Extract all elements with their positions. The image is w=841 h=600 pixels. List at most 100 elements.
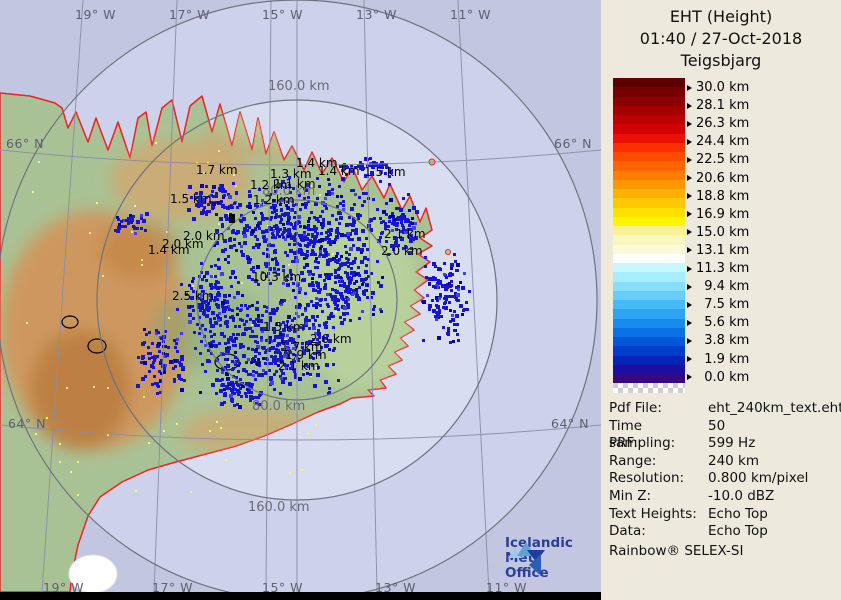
scale-label-row: 3.8 km (687, 333, 749, 348)
colorbar-band (613, 133, 685, 143)
colorbar-band (613, 263, 685, 273)
scale-label-row: 20.6 km (687, 171, 749, 186)
colorbar-band (613, 96, 685, 106)
colorbar-band (613, 346, 685, 356)
graticule-label: 11° W (450, 7, 491, 22)
colorbar-band (613, 290, 685, 300)
metadata-row: Pdf File: eht_240km_text.eht (609, 400, 841, 418)
scale-label-row: 30.0 km (687, 80, 749, 95)
software-brand: Rainbow® SELEX-SI (609, 543, 744, 559)
colorbar-band (613, 327, 685, 337)
scale-label-text: 9.4 km (696, 279, 750, 295)
graticule-label: 13° W (356, 7, 397, 22)
echo-height-label: 1.2 km (253, 193, 295, 207)
colorbar-band (613, 124, 685, 134)
scale-tick-arrow-icon (687, 84, 692, 91)
metadata-row: Min Z: -10.0 dBZ (609, 488, 839, 506)
graticule-label: 19° W (75, 7, 116, 22)
radar-map: 19° W 17° W 15° W 13° W 11° W 19° W 17° W 15° W… (0, 0, 601, 600)
scale-tick-arrow-icon (687, 283, 692, 290)
scale-tick-arrow-icon (687, 175, 692, 181)
scale-tick-arrow-icon (687, 156, 692, 163)
scale-label-text: 22.5 km (696, 152, 750, 168)
colorbar-band (613, 244, 685, 254)
scale-tick-arrow-icon (687, 120, 692, 127)
product-name: EHT (Height) (669, 7, 773, 26)
colorbar-band (613, 207, 685, 217)
scale-label-text: 7.5 km (696, 297, 750, 313)
echo-height-label: 1.5 km (364, 165, 406, 179)
scale-tick-arrow-icon (687, 102, 692, 109)
scale-tick-arrow-icon (687, 319, 692, 326)
scale-tick-arrow-icon (687, 193, 692, 200)
metadata-label: PRF: (609, 435, 638, 452)
echo-height-label: 1.7 km (281, 340, 323, 354)
scale-label-row: 1.9 km (687, 352, 749, 367)
metadata-value: 240 km (708, 452, 760, 469)
colorbar-band (613, 300, 685, 310)
range-ring-label: 160.0 km (268, 79, 330, 94)
colorbar-band (613, 226, 685, 236)
colorbar-band (613, 179, 685, 189)
scale-tick-arrow-icon (687, 337, 692, 344)
metadata-label: Resolution: (609, 470, 685, 487)
metadata-value: -10.0 dBZ (708, 487, 775, 504)
colorbar-band (613, 318, 685, 328)
imo-logo: Icelandic Met Office (505, 536, 601, 592)
colorbar-band (613, 161, 685, 171)
map-bottom-bar (0, 592, 601, 600)
metadata-value: 0.800 km/pixel (708, 470, 809, 487)
scale-label-text: 26.3 km (696, 116, 750, 132)
scale-label-text: 18.8 km (696, 188, 750, 204)
scale-label-row: 0.0 km (687, 370, 749, 385)
colorbar-nodata-checker (613, 383, 685, 393)
metadata-row: Resolution: 0.800 km/pixel (609, 470, 839, 488)
scale-label-text: 5.6 km (696, 315, 750, 331)
scale-label-text: 13.1 km (696, 242, 750, 258)
scale-label-row: 26.3 km (687, 116, 749, 131)
station-marker (229, 214, 235, 223)
graticule-label: 17° W (152, 580, 193, 595)
metadata-value: Echo Top (708, 523, 768, 540)
scale-label-row: 24.4 km (687, 134, 749, 149)
colorbar-band (613, 253, 685, 263)
scale-label-text: 16.9 km (696, 206, 750, 222)
metadata-label: Pdf File: (609, 400, 662, 416)
colorbar-band (613, 78, 685, 88)
metadata-label: Min Z: (609, 487, 652, 504)
colorbar-band (613, 374, 685, 384)
colorbar-band (613, 142, 685, 152)
echo-height-label: 1.4 km (296, 156, 338, 170)
scale-label-text: 1.9 km (696, 351, 750, 367)
metadata-value: 50 (708, 417, 726, 434)
metadata-label: Data: (609, 523, 646, 540)
range-ring-label: 80.0 km (252, 399, 306, 414)
echo-height-label: 1.5 km (263, 320, 305, 334)
scale-label-row: 7.5 km (687, 297, 749, 312)
scale-label-text: 20.6 km (696, 170, 750, 186)
echo-height-label: 2.1 km (384, 227, 426, 241)
echo-height-label: 1.9 km (285, 348, 327, 362)
scale-tick-arrow-icon (687, 138, 692, 145)
metadata-value: 599 Hz (708, 435, 756, 452)
range-ring-label: 160.0 km (248, 500, 310, 515)
echo-height-label: 10.3 km (252, 270, 302, 284)
graticule-label: 66° N (6, 136, 44, 151)
graticule-label: 64° N (8, 416, 46, 431)
metadata-row: PRF: 599 Hz (609, 435, 839, 453)
scale-tick-arrow-icon (687, 229, 692, 236)
echo-height-label: 1.3 km (270, 167, 312, 181)
range-rings (0, 0, 598, 600)
colorbar-band (613, 337, 685, 347)
graticule-label: 64° N (551, 416, 589, 431)
map-graphics (0, 0, 601, 600)
scale-tick-arrow-icon (687, 247, 692, 254)
graticule-label: 15° W (262, 7, 303, 22)
echo-height-label: 2.0 km (183, 229, 225, 243)
station-name: Teigsbjarg (680, 51, 762, 70)
colorbar-scale-labels: 30.0 km 28.1 km 26.3 km 24.4 km 22.5 km 20.6 … (687, 0, 837, 400)
scale-label-row: 16.9 km (687, 207, 749, 222)
scale-tick-arrow-icon (687, 211, 692, 218)
colorbar-band (613, 115, 685, 125)
colorbar-band (613, 309, 685, 319)
